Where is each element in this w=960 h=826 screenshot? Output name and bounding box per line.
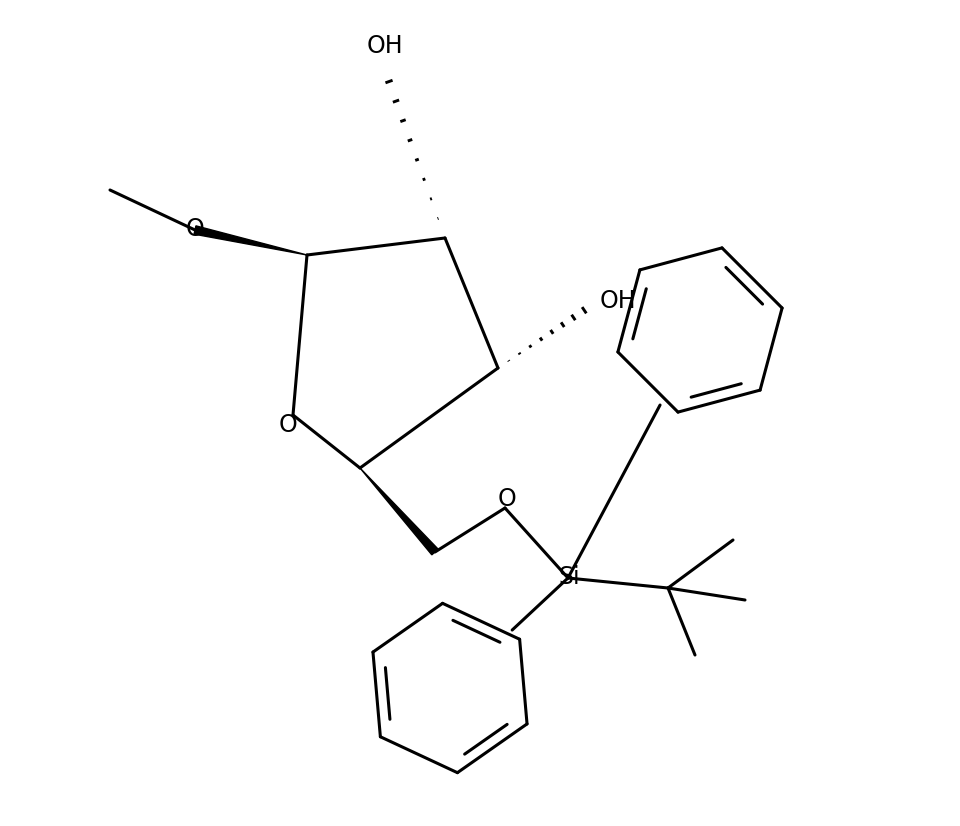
Text: O: O [278,413,298,437]
Text: O: O [497,487,516,511]
Text: OH: OH [600,289,636,313]
Polygon shape [194,225,307,255]
Text: O: O [185,217,204,241]
Text: OH: OH [367,34,403,58]
Polygon shape [360,468,438,555]
Text: Si: Si [558,565,580,589]
